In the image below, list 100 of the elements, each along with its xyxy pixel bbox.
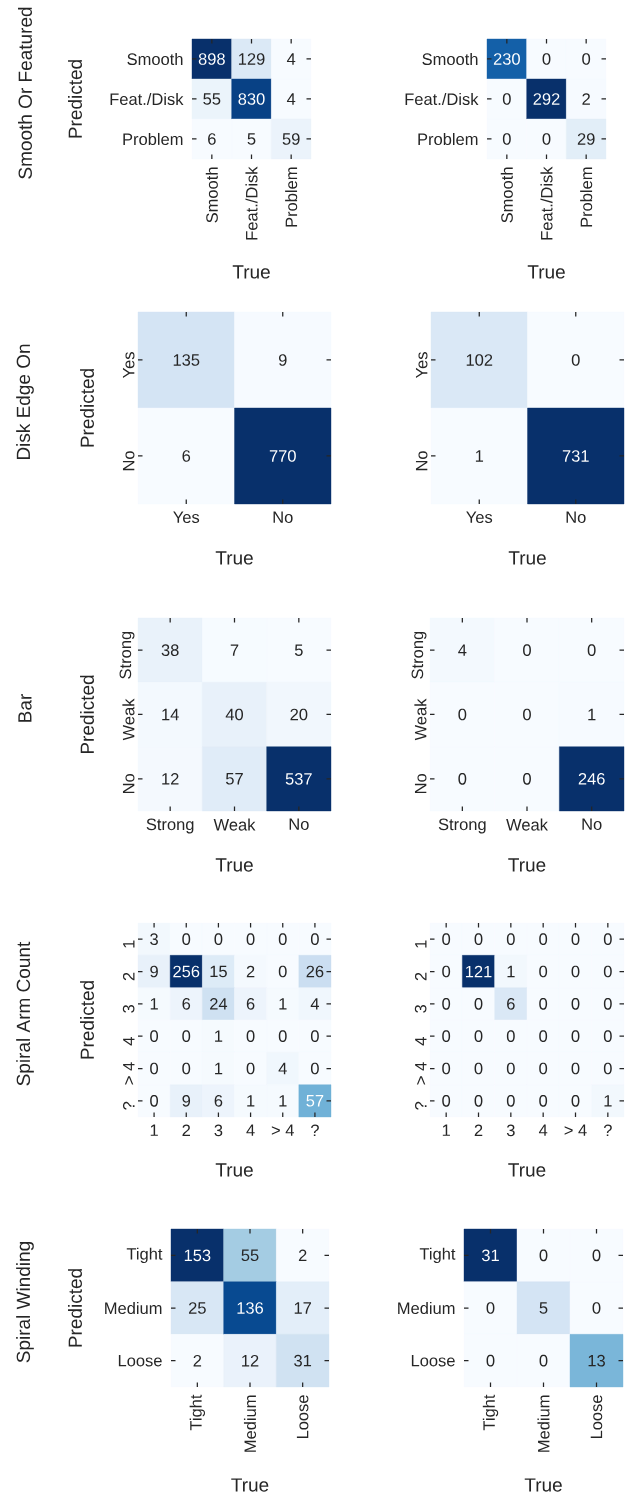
y-tick-label: Loose (411, 1354, 455, 1367)
x-tick-label: Tight (189, 1394, 206, 1431)
data-label: 1 (279, 1095, 287, 1107)
data-label: 0 (214, 933, 223, 945)
data-label: 20 (290, 708, 308, 721)
data-label: 0 (523, 644, 531, 656)
data-label: 0 (592, 1302, 601, 1314)
x-tick-label: 4 (538, 1124, 548, 1136)
data-label: 292 (533, 93, 560, 105)
text: Smooth Or Featured (18, 7, 32, 179)
text: Bar (18, 694, 32, 722)
y-tick-label: 2 (414, 972, 427, 981)
y-tick-label: Yes (122, 352, 135, 379)
data-label: 2 (193, 1354, 202, 1367)
data-label: 0 (506, 933, 515, 945)
y-tick-label: No (415, 451, 428, 471)
data-label: 0 (310, 933, 319, 945)
x-tick-label: 3 (506, 1124, 515, 1137)
x-tick-label: Weak (213, 818, 256, 831)
data-label: 6 (208, 133, 216, 145)
text: Disk Edge On (16, 344, 34, 460)
data-label: 0 (506, 1062, 515, 1075)
y-tick-label: Smooth (422, 52, 478, 66)
data-label: 0 (486, 1302, 495, 1314)
x-tick-label: No (273, 511, 293, 524)
data-label: 0 (571, 1030, 580, 1042)
x-tick-label: Strong (146, 818, 194, 834)
y-tick-label: 1 (415, 940, 427, 948)
data-label: 0 (278, 933, 287, 945)
data-label: 0 (523, 708, 531, 721)
data-label: 0 (150, 1062, 159, 1075)
x-tick-label: Medium (243, 1395, 257, 1452)
data-label: 1 (588, 708, 596, 721)
data-label: 0 (474, 933, 483, 945)
x-tick-label: Weak (506, 818, 548, 831)
data-label: 6 (182, 998, 191, 1010)
data-label: 7 (230, 644, 239, 656)
data-label: 5 (539, 1302, 548, 1314)
data-label: 136 (237, 1302, 264, 1314)
data-label: 230 (493, 53, 520, 65)
data-label: 0 (603, 1030, 612, 1042)
data-label: 0 (571, 965, 580, 978)
data-label: 0 (310, 1030, 319, 1042)
data-label: 0 (506, 1030, 515, 1042)
data-label: 4 (310, 998, 320, 1010)
data-label: 0 (603, 1062, 612, 1075)
data-label: 0 (182, 933, 191, 945)
data-label: 25 (188, 1302, 206, 1314)
data-label: 55 (241, 1249, 259, 1262)
data-label: 0 (603, 965, 612, 978)
y-tick-label: 3 (122, 1004, 135, 1013)
data-label: 0 (474, 1095, 483, 1107)
y-tick-label: Tight (419, 1247, 456, 1264)
data-label: 0 (474, 998, 483, 1010)
data-label: 1 (279, 998, 287, 1010)
data-label: 0 (246, 1030, 255, 1042)
y-tick-label: Weak (414, 698, 427, 741)
y-tick-label: > 4 (123, 1062, 135, 1085)
data-label: 0 (571, 933, 580, 945)
data-label: 6 (182, 450, 191, 462)
x-tick-label: Yes (466, 511, 493, 524)
x-axis-title: True (524, 1478, 562, 1492)
x-tick-label: Loose (296, 1395, 309, 1439)
data-label: 59 (282, 133, 300, 145)
x-axis-title: True (231, 1478, 269, 1492)
data-label: 537 (285, 772, 312, 785)
data-label: 13 (588, 1354, 605, 1367)
data-label: 0 (542, 133, 551, 145)
x-tick-label: > 4 (564, 1124, 587, 1136)
data-label: 1 (507, 965, 515, 978)
data-label: 1 (215, 1062, 223, 1075)
data-label: 5 (294, 644, 303, 656)
x-tick-label: 4 (246, 1124, 255, 1136)
data-label: 6 (214, 1095, 223, 1107)
data-label: 0 (442, 1030, 451, 1042)
data-label: 0 (523, 772, 531, 785)
y-tick-label: Strong (411, 631, 427, 679)
text: Spiral Winding (16, 1242, 34, 1363)
data-label: 0 (150, 1095, 159, 1107)
data-label: 0 (442, 965, 451, 978)
data-label: 0 (182, 1062, 191, 1075)
x-tick-label: Feat./Disk (540, 166, 553, 240)
data-label: 2 (298, 1249, 307, 1262)
data-label: 0 (539, 965, 548, 978)
x-tick-label: Medium (537, 1395, 550, 1452)
data-label: 0 (592, 1249, 601, 1262)
x-tick-label: No (289, 818, 309, 831)
data-label: 6 (507, 998, 515, 1010)
text: Spiral Arm Count (16, 941, 34, 1086)
data-label: 0 (539, 1095, 548, 1107)
data-label: 9 (182, 1095, 191, 1107)
data-label: 830 (238, 93, 265, 105)
data-label: 0 (442, 998, 451, 1010)
x-axis-title: True (215, 551, 253, 565)
y-tick-label: 2 (122, 972, 135, 981)
data-label: 246 (578, 772, 605, 785)
x-tick-label: No (566, 511, 586, 524)
y-tick-label: Problem (123, 132, 183, 146)
y-axis-title: Predicted (80, 675, 94, 754)
data-label: 0 (603, 933, 612, 945)
